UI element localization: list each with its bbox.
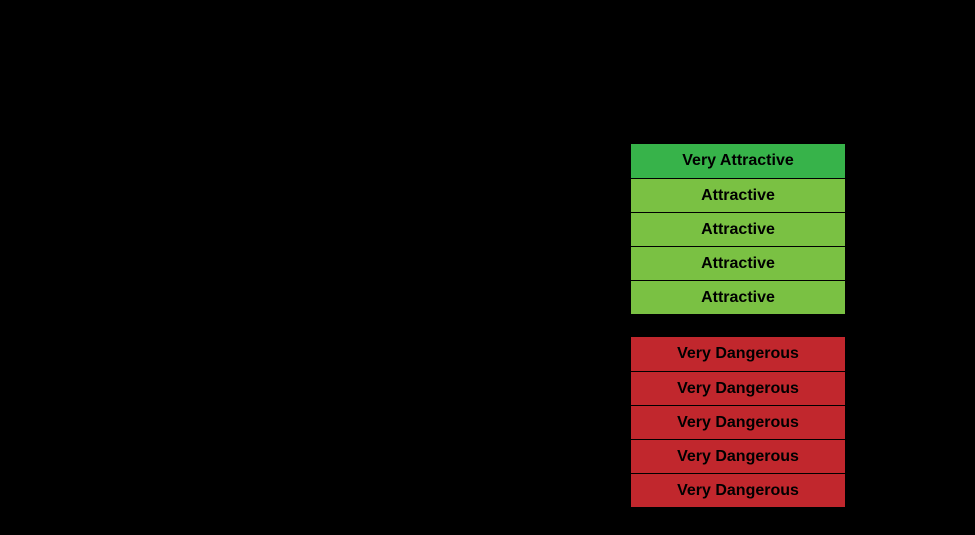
attractive-block: Very Attractive Attractive Attractive At… <box>630 143 846 313</box>
attractive-row-4: Attractive <box>631 280 845 314</box>
dangerous-label-1: Very Dangerous <box>677 380 799 398</box>
attractive-label-1: Attractive <box>701 187 775 205</box>
attractive-label-3: Attractive <box>701 255 775 273</box>
attractive-row-0: Very Attractive <box>631 144 845 178</box>
dangerous-label-4: Very Dangerous <box>677 482 799 500</box>
attractive-row-3: Attractive <box>631 246 845 280</box>
attractive-label-0: Very Attractive <box>682 152 793 170</box>
canvas: Very Attractive Attractive Attractive At… <box>0 0 975 535</box>
attractive-row-2: Attractive <box>631 212 845 246</box>
dangerous-row-2: Very Dangerous <box>631 405 845 439</box>
dangerous-row-0: Very Dangerous <box>631 337 845 371</box>
dangerous-label-3: Very Dangerous <box>677 448 799 466</box>
dangerous-label-2: Very Dangerous <box>677 414 799 432</box>
dangerous-row-3: Very Dangerous <box>631 439 845 473</box>
dangerous-row-1: Very Dangerous <box>631 371 845 405</box>
attractive-label-2: Attractive <box>701 221 775 239</box>
dangerous-block: Very Dangerous Very Dangerous Very Dange… <box>630 336 846 506</box>
dangerous-label-0: Very Dangerous <box>677 345 799 363</box>
attractive-row-1: Attractive <box>631 178 845 212</box>
dangerous-row-4: Very Dangerous <box>631 473 845 507</box>
attractive-label-4: Attractive <box>701 289 775 307</box>
